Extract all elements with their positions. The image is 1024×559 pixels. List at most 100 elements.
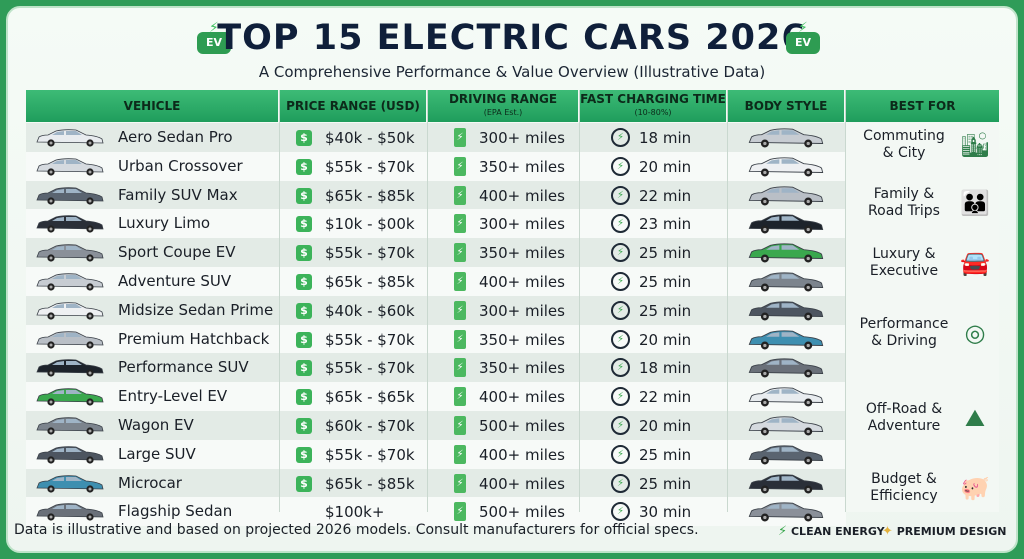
charging-time: 20 min — [639, 417, 692, 435]
offroad-icon: ⛰ — [964, 404, 986, 432]
car-thumbnail-icon — [34, 214, 106, 234]
battery-icon: ⚡ — [454, 444, 466, 464]
price-range: $40k - $50k — [325, 129, 415, 147]
family-icon: 👪 — [960, 189, 990, 217]
body-style-car-icon — [746, 473, 826, 495]
car-thumbnail-icon — [34, 301, 106, 321]
charging-time: 18 min — [639, 359, 692, 378]
best-for-label: Luxury & Executive — [869, 246, 939, 279]
battery-icon: ⚡ — [454, 473, 466, 493]
car-thumbnail-icon — [34, 416, 106, 436]
dollar-icon: $ — [296, 418, 312, 434]
body-style-car-icon — [746, 415, 826, 437]
car-thumbnail-icon — [34, 157, 106, 177]
ev-charging-icon: ⚡ EV — [784, 20, 822, 58]
stopwatch-icon: ⚡ — [611, 416, 630, 435]
city-car-icon: 🏙 — [959, 131, 991, 159]
car-thumbnail-icon — [34, 272, 106, 292]
charging-time: 20 min — [639, 330, 692, 349]
footer-note: Data is illustrative and based on projec… — [14, 522, 699, 538]
stopwatch-icon: ⚡ — [611, 358, 630, 378]
page-subtitle: A Comprehensive Performance & Value Over… — [258, 63, 766, 81]
dollar-icon: $ — [296, 216, 312, 233]
body-style-car-icon — [746, 242, 826, 264]
battery-icon: ⚡ — [454, 272, 466, 291]
vehicle-name: Midsize Sedan Prime — [118, 300, 274, 319]
table-row: Urban Crossover $ $55k - $70k ⚡ 350+ miles ⚡ 2… — [26, 151, 846, 181]
driving-range: 500+ miles — [479, 417, 565, 435]
car-thumbnail-icon — [34, 502, 106, 522]
battery-icon: ⚡ — [454, 502, 466, 522]
stopwatch-icon: ⚡ — [611, 329, 630, 349]
car-thumbnail-icon — [34, 445, 106, 465]
price-range: $55k - $70k — [325, 330, 415, 349]
driving-range: 300+ miles — [479, 301, 565, 320]
table-row: Adventure SUV $ $65k - $85k ⚡ 400+ miles ⚡ 25 … — [26, 267, 846, 296]
driving-range: 300+ miles — [479, 215, 565, 234]
body-style-car-icon — [746, 357, 826, 379]
dollar-icon: $ — [296, 302, 312, 319]
dollar-icon: $ — [296, 389, 312, 406]
column-header-best: BEST FOR — [846, 90, 999, 122]
vehicle-name: Entry-Level EV — [118, 387, 228, 406]
price-range: $65k - $65k — [325, 388, 415, 407]
best-for-label: Family & Road Trips — [868, 186, 940, 219]
table-row: Premium Hatchback $ $55k - $70k ⚡ 350+ miles… — [26, 324, 846, 354]
driving-range: 400+ miles — [479, 273, 565, 291]
cars-table: VEHICLE PRICE RANGE (USD) DRIVING RANGE(… — [26, 90, 999, 527]
vehicle-name: Adventure SUV — [118, 272, 232, 290]
body-style-car-icon — [746, 127, 826, 149]
table-row: Performance SUV $ $55k - $70k ⚡ 350+ miles ⚡ 1… — [26, 353, 846, 383]
table-row: Large SUV $ $55k - $70k ⚡ 400+ miles ⚡ 25 min — [26, 439, 846, 469]
driving-range: 500+ miles — [479, 503, 565, 522]
driving-range: 350+ miles — [479, 359, 565, 378]
best-for-label: Off-Road & Adventure — [865, 401, 943, 434]
vehicle-name: Sport Coupe EV — [118, 243, 236, 262]
best-for-column: Commuting & City 🏙 Family & Road Trips 👪 Luxur… — [846, 122, 999, 512]
dollar-icon: $ — [296, 187, 312, 204]
driving-range: 300+ miles — [479, 129, 565, 147]
leaf-bolt-icon: ⚡ — [778, 524, 788, 539]
dollar-icon: $ — [296, 274, 312, 290]
column-header-body: BODY STYLE — [728, 90, 844, 122]
clean-energy-tag: ⚡ CLEAN ENERGY — [778, 524, 885, 539]
dollar-icon: $ — [296, 360, 312, 377]
driving-range: 400+ miles — [479, 474, 565, 493]
body-style-car-icon — [746, 271, 826, 293]
column-divider — [279, 90, 280, 512]
charging-time: 22 min — [639, 388, 692, 407]
ev-charging-icon: ⚡ EV — [195, 20, 233, 58]
body-style-car-icon — [746, 300, 826, 322]
column-header-range: DRIVING RANGE (EPA Est.) — [428, 90, 578, 122]
price-range: $60k - $70k — [325, 417, 415, 435]
charging-time: 25 min — [639, 244, 692, 263]
ev-badge-label: EV — [197, 32, 231, 54]
battery-icon: ⚡ — [454, 300, 466, 320]
dollar-icon: $ — [296, 446, 312, 463]
ev-badge-label: EV — [786, 32, 820, 54]
driving-range: 350+ miles — [479, 330, 565, 349]
driving-range: 350+ miles — [479, 244, 565, 263]
table-row: Sport Coupe EV $ $55k - $70k ⚡ 350+ miles ⚡ 25… — [26, 238, 846, 268]
price-range: $65k - $85k — [325, 474, 415, 493]
vehicle-name: Large SUV — [118, 444, 196, 463]
table-row: Wagon EV $ $60k - $70k ⚡ 500+ miles ⚡ 20 min — [26, 411, 846, 440]
body-style-car-icon — [746, 444, 826, 466]
table-row: Entry-Level EV $ $65k - $65k ⚡ 400+ miles ⚡ 22… — [26, 382, 846, 412]
vehicle-name: Luxury Limo — [118, 214, 211, 233]
best-for-label: Performance & Driving — [859, 316, 949, 349]
price-range: $65k - $85k — [325, 186, 415, 205]
body-style-car-icon — [746, 156, 826, 178]
column-header-price: PRICE RANGE (USD) — [280, 90, 426, 122]
charging-time: 25 min — [639, 445, 692, 464]
stopwatch-icon: ⚡ — [611, 502, 630, 522]
charging-time: 30 min — [639, 503, 692, 522]
stopwatch-icon: ⚡ — [611, 300, 630, 320]
price-range: $100k+ — [325, 503, 385, 522]
vehicle-name: Flagship Sedan — [118, 502, 233, 521]
price-range: $65k - $85k — [325, 273, 415, 291]
best-for-label: Commuting & City — [863, 128, 945, 161]
car-thumbnail-icon — [34, 358, 106, 378]
body-style-car-icon — [746, 329, 826, 351]
price-range: $55k - $70k — [325, 445, 415, 464]
